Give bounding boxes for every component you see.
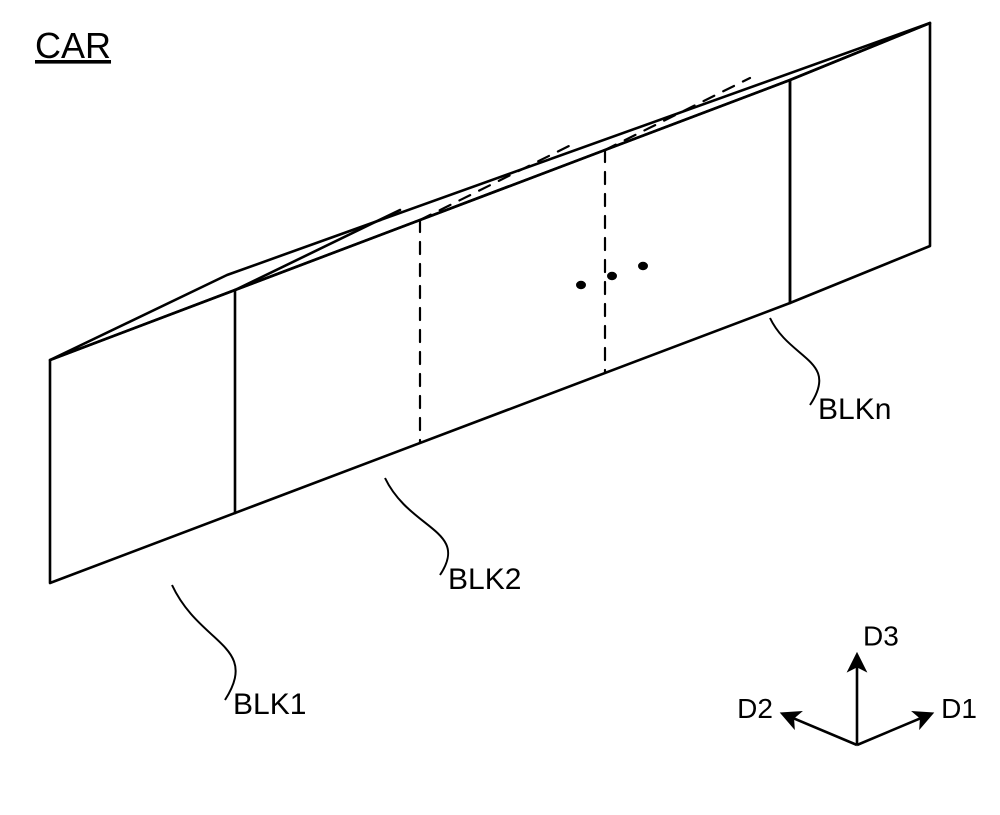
blk2-leader [385, 478, 448, 575]
top-face [50, 23, 930, 360]
blkn-label: BLKn [818, 393, 891, 426]
blkn-leader [770, 318, 819, 405]
diagram-title: CAR [35, 25, 111, 66]
ellipsis-dot-3 [638, 262, 648, 270]
axis-label-d2: D2 [737, 693, 773, 724]
ellipsis-dot-2 [607, 272, 617, 280]
axis-label-d1: D1 [941, 693, 977, 724]
top-divider-2 [420, 143, 575, 220]
axis-label-d3: D3 [863, 620, 899, 651]
blk2-label: BLK2 [448, 563, 521, 596]
diagram-svg: CAR BLK1 BLK2 BLKn D3 D1 D2 [0, 0, 1000, 815]
top-divider-1 [235, 210, 400, 290]
ellipsis-dot-1 [576, 281, 586, 289]
blk1-label: BLK1 [233, 688, 306, 721]
axis-d2 [783, 714, 857, 745]
axis-d1 [857, 714, 931, 745]
blk1-leader [172, 585, 236, 700]
